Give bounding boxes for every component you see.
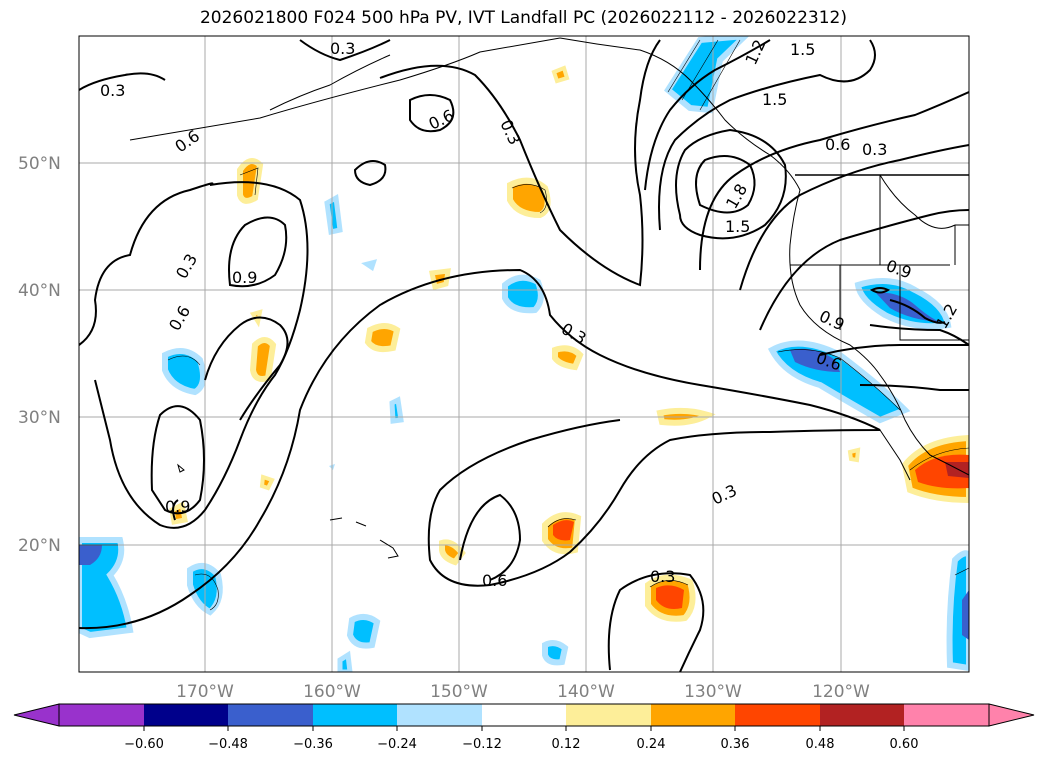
colorbar-tick-label: 0.36	[721, 737, 750, 752]
contour-label: 1.5	[790, 40, 815, 59]
lon-label: 170°W	[176, 682, 234, 702]
contour-label: 1.5	[762, 90, 787, 109]
contour-label: 0.9	[232, 268, 257, 287]
pv-contours	[79, 39, 969, 672]
colorbar-ticks	[143, 726, 905, 731]
lat-label: 50°N	[18, 154, 61, 174]
colorbar-segment	[228, 704, 313, 726]
lat-label: 30°N	[18, 408, 61, 428]
colorbar-extend-high	[988, 703, 1035, 727]
colorbar-segment	[59, 704, 144, 726]
map-frame	[78, 35, 970, 673]
colorbar-segment	[482, 704, 566, 726]
plot-title: 2026021800 F024 500 hPa PV, IVT Landfall…	[199, 8, 847, 28]
colorbar-tick-label: −0.24	[377, 737, 417, 752]
contour-label: 0.6	[482, 571, 507, 590]
contour-label: 0.6	[825, 135, 850, 154]
lon-label: 120°W	[812, 682, 870, 702]
colorbar-segment	[144, 704, 228, 726]
colorbar-tick-label: −0.12	[462, 737, 502, 752]
colorbar-extend-low	[13, 703, 60, 727]
colorbar-tick-label: −0.48	[208, 737, 248, 752]
longitude-labels: 170°W 160°W 150°W 140°W 130°W 120°W	[176, 682, 870, 702]
colorbar-segment	[735, 704, 820, 726]
colorbar-segment	[397, 704, 482, 726]
contour-label: 0.3	[862, 140, 887, 159]
colorbar-segment	[820, 704, 904, 726]
colorbar-segment	[313, 704, 397, 726]
lon-label: 160°W	[303, 682, 361, 702]
colorbar-tick-label: −0.60	[124, 737, 164, 752]
colorbar-segment	[566, 704, 651, 726]
colorbar-tick-label: −0.36	[293, 737, 333, 752]
contour-label: 0.9	[165, 497, 190, 516]
colorbar-tick-label: 0.48	[806, 737, 835, 752]
lat-label: 40°N	[18, 281, 61, 301]
thin-contours	[79, 39, 969, 611]
colorbar-tick-label: 0.60	[890, 737, 919, 752]
coastlines	[129, 37, 969, 559]
colorbar: −0.60 −0.48 −0.36 −0.24 −0.12 0.12 0.24 …	[13, 703, 1035, 752]
contour-label: 0.3	[100, 81, 125, 100]
contour-label: 1.5	[725, 217, 750, 236]
contour-label: 0.3	[330, 39, 355, 58]
colorbar-segment	[904, 704, 989, 726]
lon-label: 140°W	[557, 682, 615, 702]
lat-label: 20°N	[18, 536, 61, 556]
gridlines	[79, 36, 969, 672]
latitude-labels: 50°N 40°N 30°N 20°N	[18, 154, 61, 556]
colorbar-tick-label: 0.12	[552, 737, 581, 752]
contour-label: 0.3	[650, 567, 675, 586]
lon-label: 150°W	[430, 682, 488, 702]
colorbar-tick-label: 0.24	[637, 737, 666, 752]
lon-label: 130°W	[684, 682, 742, 702]
colorbar-segment	[651, 704, 735, 726]
